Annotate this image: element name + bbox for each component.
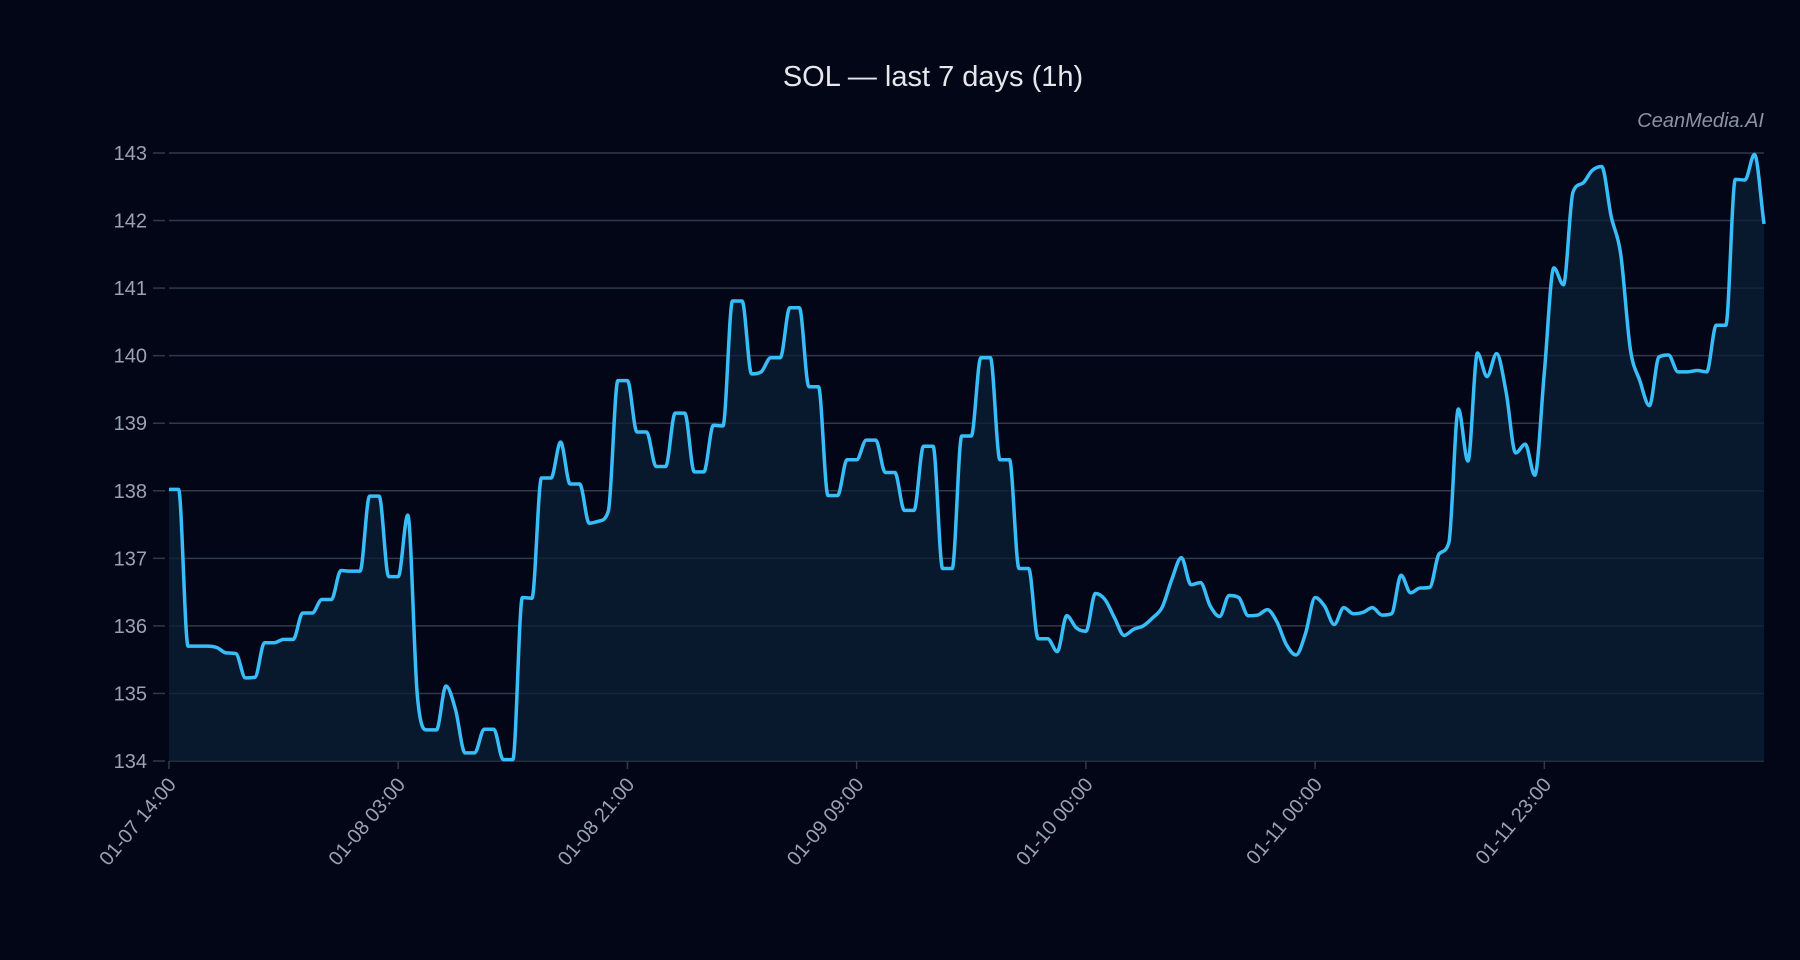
y-tick-label: 143 <box>114 143 147 165</box>
y-tick-label: 137 <box>114 548 147 570</box>
y-tick-label: 138 <box>114 481 147 503</box>
y-tick-label: 141 <box>114 278 147 300</box>
y-tick-label: 140 <box>114 346 147 368</box>
y-tick-label: 134 <box>114 751 147 773</box>
watermark: CeanMedia.AI <box>1637 110 1764 132</box>
y-tick-label: 136 <box>114 616 147 638</box>
y-tick-label: 139 <box>114 413 147 435</box>
y-tick-label: 142 <box>114 211 147 233</box>
y-tick-label: 135 <box>114 683 147 705</box>
price-area-fill <box>169 154 1764 762</box>
price-line <box>169 152 1766 762</box>
y-axis-ticks: 134 135 136 137 138 139 140 141 142 143 <box>114 143 165 773</box>
chart-title: SOL — last 7 days (1h) <box>783 61 1083 93</box>
